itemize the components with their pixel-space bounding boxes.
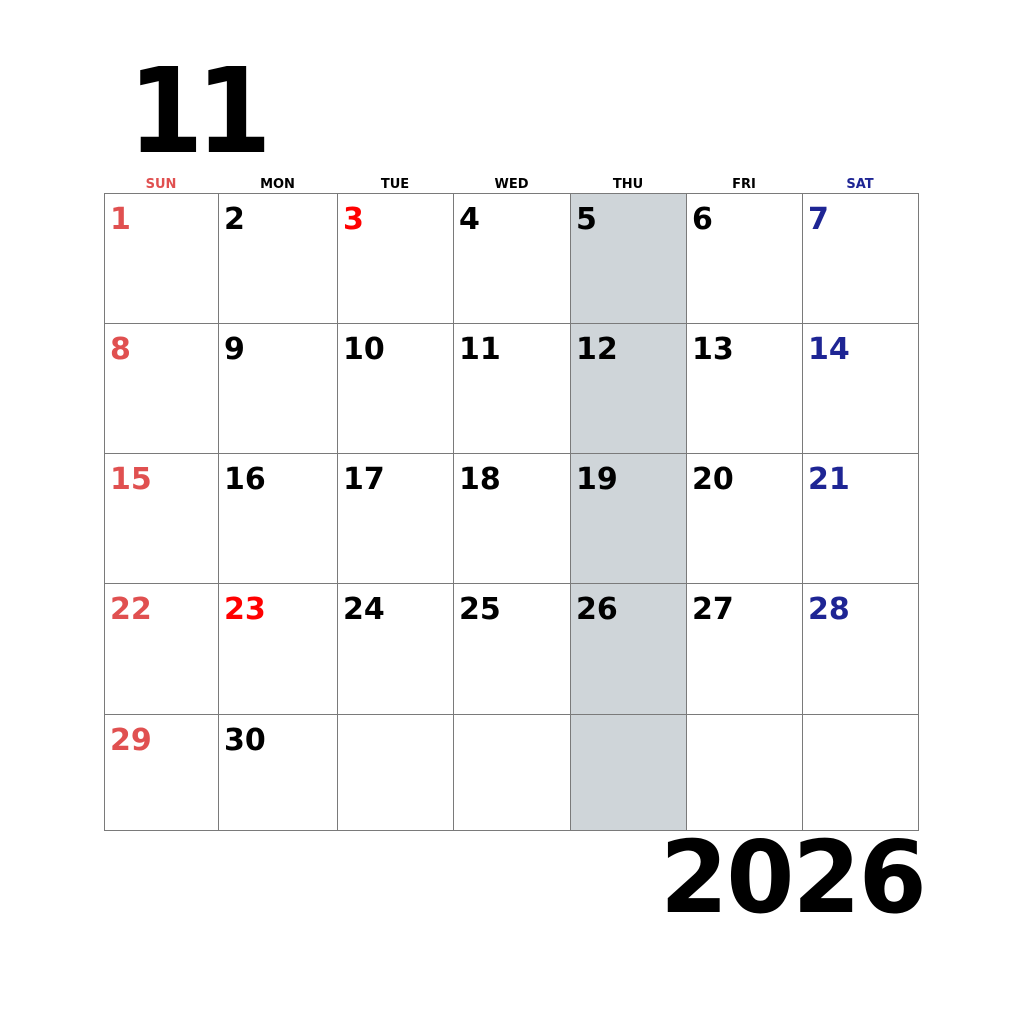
day-cell: 29 bbox=[104, 714, 218, 830]
shaded-column bbox=[570, 193, 686, 830]
day-number: 15 bbox=[110, 462, 152, 497]
day-number: 25 bbox=[459, 592, 501, 627]
day-cell: 18 bbox=[453, 453, 570, 583]
grid-line-vertical bbox=[337, 193, 338, 831]
day-cell: 8 bbox=[104, 323, 218, 453]
day-cell: 22 bbox=[104, 583, 218, 714]
weekday-sat: SAT bbox=[846, 177, 874, 192]
day-cell: 17 bbox=[337, 453, 453, 583]
day-number: 14 bbox=[808, 332, 850, 367]
grid-line-horizontal bbox=[104, 323, 919, 324]
day-cell bbox=[570, 714, 686, 830]
grid-line-vertical bbox=[686, 193, 687, 831]
day-cell: 14 bbox=[802, 323, 918, 453]
weekday-fri: FRI bbox=[732, 177, 756, 192]
day-cell bbox=[802, 714, 918, 830]
grid-line-horizontal bbox=[104, 583, 919, 584]
day-cell: 27 bbox=[686, 583, 802, 714]
weekday-thu: THU bbox=[612, 177, 644, 192]
grid-line-vertical bbox=[918, 193, 919, 831]
grid-line-horizontal bbox=[104, 193, 919, 194]
day-cell: 24 bbox=[337, 583, 453, 714]
grid-line-vertical bbox=[218, 193, 219, 831]
day-number: 23 bbox=[224, 592, 266, 627]
day-number: 30 bbox=[224, 723, 266, 758]
day-number: 22 bbox=[110, 592, 152, 627]
day-number: 26 bbox=[576, 592, 618, 627]
day-cell: 19 bbox=[570, 453, 686, 583]
day-cell: 25 bbox=[453, 583, 570, 714]
day-cell: 2 bbox=[218, 193, 337, 323]
day-number: 21 bbox=[808, 462, 850, 497]
day-number: 19 bbox=[576, 462, 618, 497]
day-cell: 6 bbox=[686, 193, 802, 323]
day-number: 13 bbox=[692, 332, 734, 367]
day-number: 5 bbox=[576, 202, 597, 237]
grid-line-vertical bbox=[453, 193, 454, 831]
day-number: 29 bbox=[110, 723, 152, 758]
day-number: 4 bbox=[459, 202, 480, 237]
day-number: 8 bbox=[110, 332, 131, 367]
day-cell bbox=[453, 714, 570, 830]
day-cell bbox=[686, 714, 802, 830]
day-cell: 5 bbox=[570, 193, 686, 323]
day-cell bbox=[337, 714, 453, 830]
day-number: 1 bbox=[110, 202, 131, 237]
weekday-tue: TUE bbox=[380, 177, 410, 192]
weekday-sun: SUN bbox=[145, 177, 177, 192]
day-number: 28 bbox=[808, 592, 850, 627]
day-cell: 7 bbox=[802, 193, 918, 323]
day-cell: 23 bbox=[218, 583, 337, 714]
month-number: 11 bbox=[128, 42, 272, 180]
day-cell: 26 bbox=[570, 583, 686, 714]
day-number: 24 bbox=[343, 592, 385, 627]
day-cell: 16 bbox=[218, 453, 337, 583]
day-cell: 15 bbox=[104, 453, 218, 583]
day-number: 3 bbox=[343, 202, 364, 237]
grid-line-vertical bbox=[104, 193, 105, 831]
grid-line-horizontal bbox=[104, 453, 919, 454]
day-cell: 3 bbox=[337, 193, 453, 323]
day-cell: 12 bbox=[570, 323, 686, 453]
day-cell: 13 bbox=[686, 323, 802, 453]
grid-line-vertical bbox=[802, 193, 803, 831]
grid-line-horizontal bbox=[104, 830, 919, 831]
day-number: 11 bbox=[459, 332, 501, 367]
year-number: 2026 bbox=[660, 819, 927, 936]
day-cell: 4 bbox=[453, 193, 570, 323]
day-cell: 10 bbox=[337, 323, 453, 453]
day-number: 7 bbox=[808, 202, 829, 237]
day-number: 20 bbox=[692, 462, 734, 497]
day-number: 9 bbox=[224, 332, 245, 367]
grid-line-vertical bbox=[570, 193, 571, 831]
day-number: 18 bbox=[459, 462, 501, 497]
day-number: 6 bbox=[692, 202, 713, 237]
weekday-mon: MON bbox=[260, 177, 295, 192]
day-number: 12 bbox=[576, 332, 618, 367]
weekday-wed: WED bbox=[494, 177, 529, 192]
day-number: 17 bbox=[343, 462, 385, 497]
day-cell: 30 bbox=[218, 714, 337, 830]
day-cell: 9 bbox=[218, 323, 337, 453]
day-cell: 21 bbox=[802, 453, 918, 583]
day-number: 16 bbox=[224, 462, 266, 497]
day-number: 27 bbox=[692, 592, 734, 627]
grid-line-horizontal bbox=[104, 714, 919, 715]
day-cell: 28 bbox=[802, 583, 918, 714]
day-cell: 20 bbox=[686, 453, 802, 583]
day-number: 2 bbox=[224, 202, 245, 237]
day-number: 10 bbox=[343, 332, 385, 367]
day-cell: 11 bbox=[453, 323, 570, 453]
day-cell: 1 bbox=[104, 193, 218, 323]
